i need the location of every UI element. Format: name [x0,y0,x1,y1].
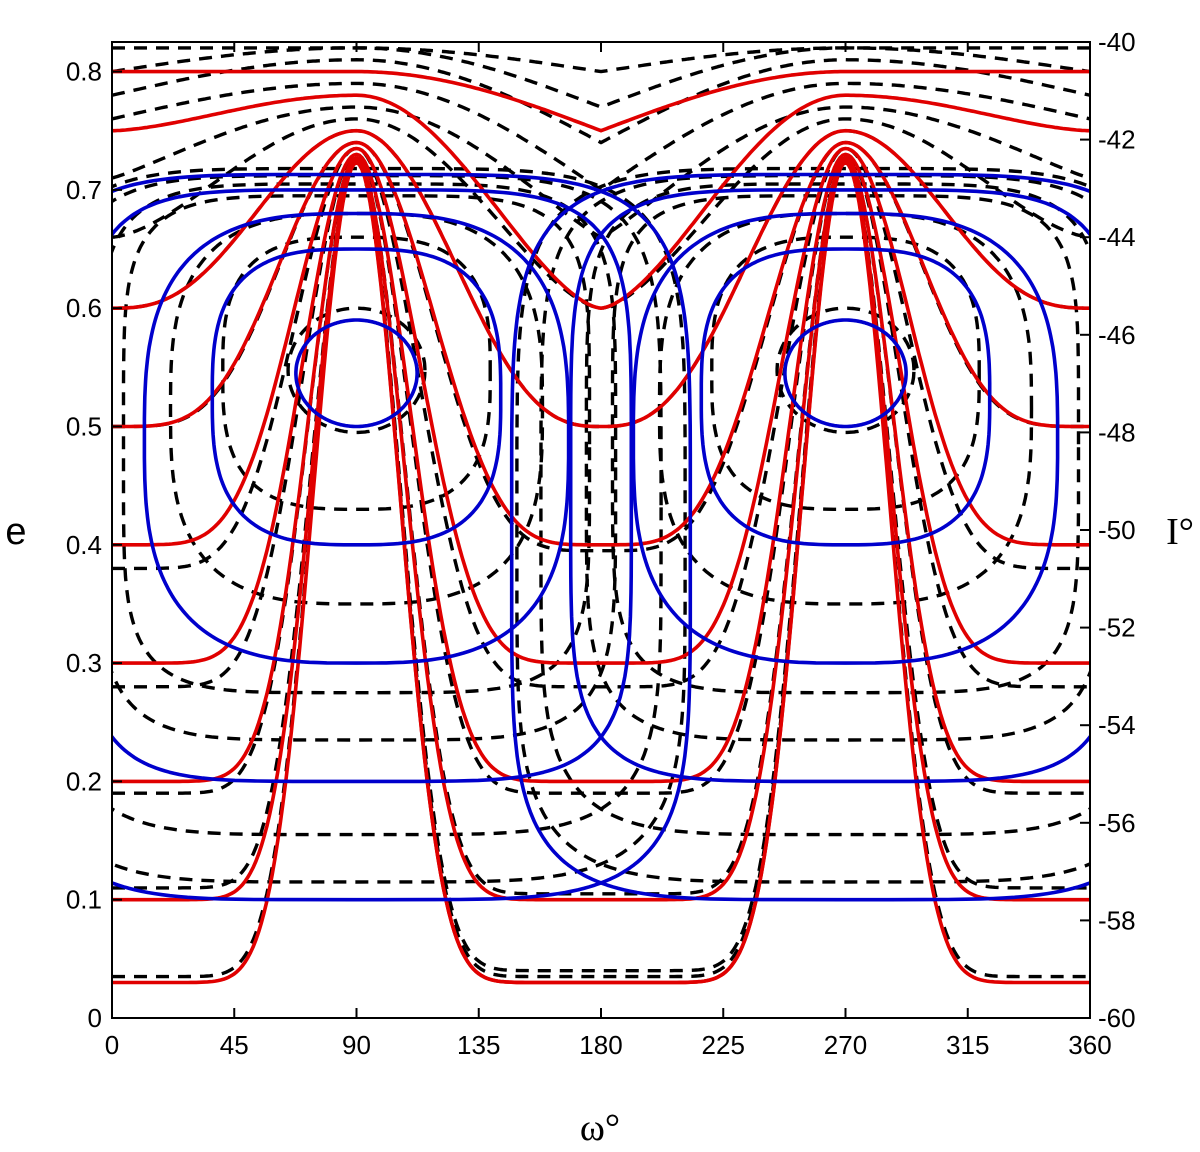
dashed-librating-curve [584,182,1090,742]
right-axis-ticks: -40 -42 -44 -46 -48 -50 -52 -54 -56 -58 -60 [1080,27,1136,1033]
right-axis-label: I° [1166,511,1194,553]
dashed-librating-curve [112,182,618,742]
x-tick-label: 0 [105,1030,119,1060]
right-tick-label: -60 [1098,1003,1136,1033]
blue-librating-curve [294,318,419,429]
red-circulating-curve [112,93,1090,310]
red-circulating-curve [112,140,1090,547]
left-tick-label: 0.2 [66,766,102,796]
blue-librating-curve [568,188,1090,784]
left-tick-label: 0.4 [66,530,102,560]
left-tick-label: 0.6 [66,293,102,323]
red-circulating-curve [112,156,1090,902]
dashed-librating-curve [121,194,592,695]
right-tick-label: -50 [1098,515,1136,545]
right-tick-label: -48 [1098,417,1136,447]
blue-librating-curve [210,247,503,547]
x-tick-label: 180 [579,1030,622,1060]
x-tick-label: 270 [824,1030,867,1060]
right-tick-label: -56 [1098,808,1136,838]
right-tick-label: -52 [1098,613,1136,643]
left-tick-label: 0.7 [66,175,102,205]
x-tick-label: 315 [946,1030,989,1060]
dashed-librating-curve [221,235,492,511]
dashed-librating-curve [168,211,545,606]
blue-librating-curve [112,172,693,902]
dashed-circulating-curve [112,46,1090,109]
right-tick-label: -40 [1098,27,1136,57]
red-circulating-curve [112,158,1090,985]
x-axis-label: ω° [580,1107,620,1149]
dashed-librating-curve [710,235,981,511]
left-tick-label: 0.1 [66,885,102,915]
left-tick-label: 0.3 [66,648,102,678]
x-tick-label: 225 [702,1030,745,1060]
left-axis-ticks: 0 0.1 0.2 0.3 0.4 0.5 0.6 0.7 0.8 [66,57,122,1033]
right-tick-label: -46 [1098,320,1136,350]
red-circulating-curve [112,152,1090,784]
x-tick-label: 360 [1068,1030,1111,1060]
x-tick-label: 135 [457,1030,500,1060]
left-tick-label: 0.8 [66,57,102,87]
dashed-circulating-curve [112,105,1090,239]
left-tick-label: 0.5 [66,411,102,441]
dashed-librating-curve [112,166,687,884]
right-tick-label: -42 [1098,125,1136,155]
left-tick-label: 0 [88,1003,102,1033]
curves-layer [112,46,1090,985]
right-tick-label: -44 [1098,222,1136,252]
x-tick-label: 90 [342,1030,371,1060]
left-axis-label: e [5,511,26,553]
x-axis-ticks: 0 45 90 135 180 225 270 315 360 [105,42,1112,1060]
dashed-circulating-curve [112,152,1090,795]
dashed-circulating-curve [112,146,1090,689]
blue-librating-curve [509,172,1090,902]
dashed-circulating-curve [112,117,1090,310]
red-circulating-curve [112,160,1090,985]
right-tick-label: -58 [1098,905,1136,935]
blue-librating-curve [699,247,992,547]
x-tick-label: 45 [220,1030,249,1060]
right-tick-label: -54 [1098,710,1136,740]
dashed-librating-curve [286,306,427,435]
blue-librating-curve [142,211,571,665]
dashed-librating-curve [610,194,1081,695]
dashed-librating-curve [112,174,663,837]
dashed-circulating-curve [112,58,1090,145]
blue-librating-curve [783,318,908,429]
dashed-librating-curve [539,174,1090,837]
blue-librating-curve [112,188,634,784]
dashed-circulating-curve [112,46,1090,74]
dashed-librating-curve [515,166,1090,884]
blue-librating-curve [631,211,1060,665]
red-circulating-curve [112,146,1090,665]
red-circulating-curve [112,69,1090,133]
